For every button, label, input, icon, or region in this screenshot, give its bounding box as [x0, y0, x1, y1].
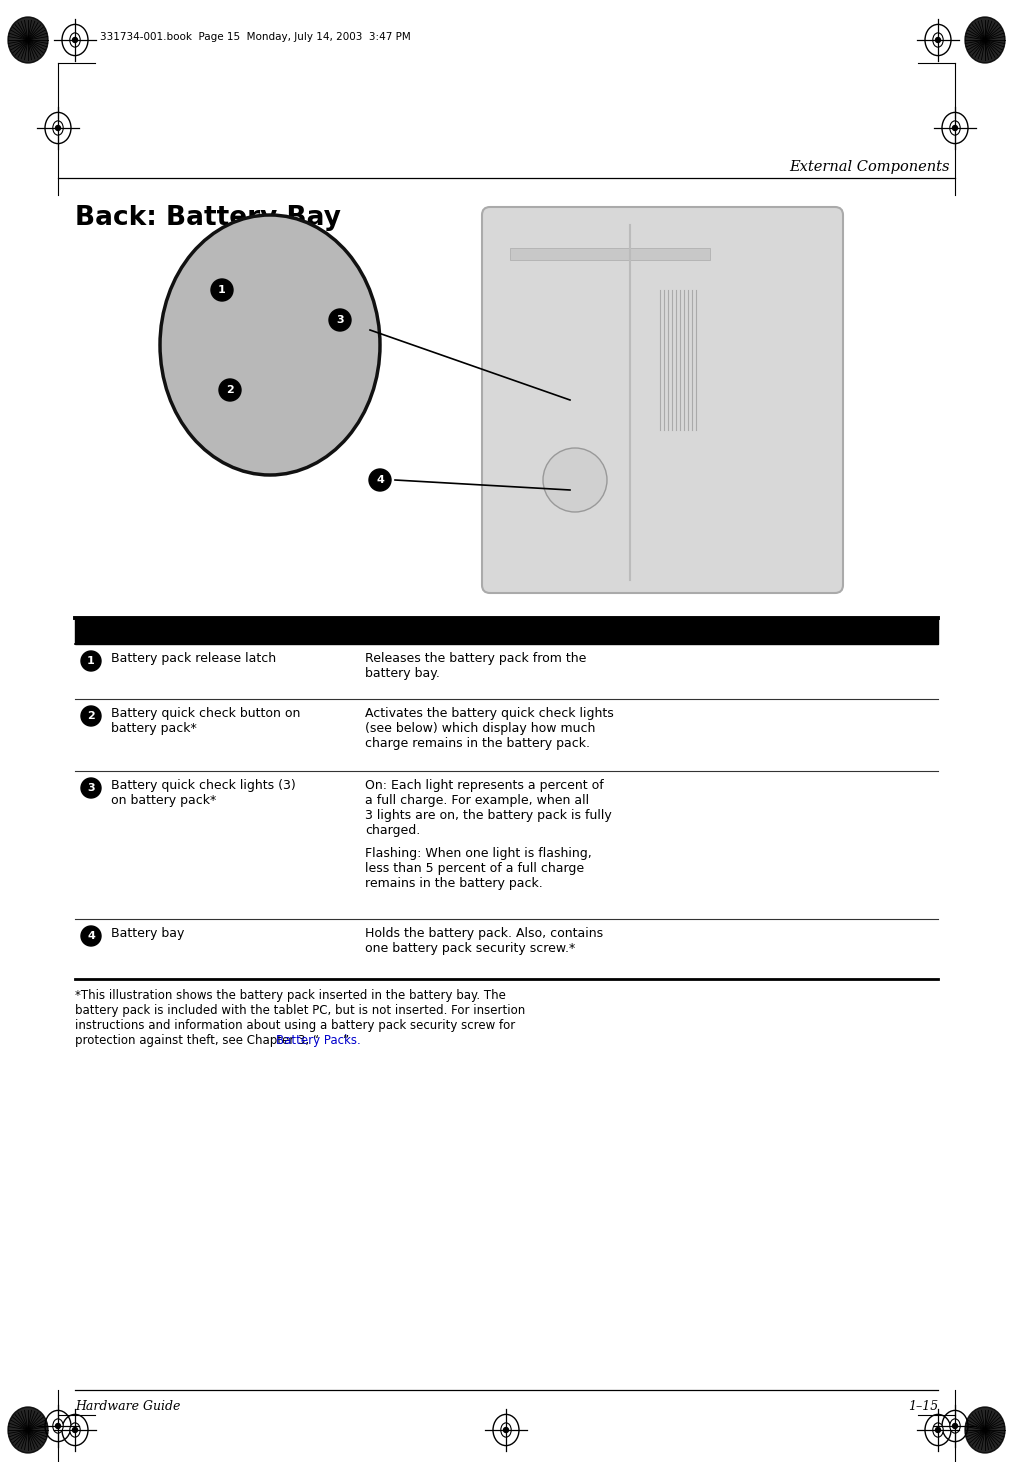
Text: battery pack*: battery pack* [111, 722, 197, 735]
Text: on battery pack*: on battery pack* [111, 794, 216, 807]
Circle shape [81, 706, 101, 727]
Text: battery pack is included with the tablet PC, but is not inserted. For insertion: battery pack is included with the tablet… [75, 1004, 526, 1018]
Circle shape [952, 126, 957, 130]
Text: charge remains in the battery pack.: charge remains in the battery pack. [365, 737, 590, 750]
FancyBboxPatch shape [482, 208, 843, 594]
Circle shape [73, 1427, 78, 1433]
Text: Battery bay: Battery bay [111, 927, 184, 940]
Circle shape [81, 651, 101, 671]
Circle shape [935, 38, 940, 42]
Circle shape [56, 126, 61, 130]
Text: *This illustration shows the battery pack inserted in the battery bay. The: *This illustration shows the battery pac… [75, 988, 505, 1001]
Bar [510, 249, 710, 260]
Text: Releases the battery pack from the: Releases the battery pack from the [365, 652, 587, 665]
Circle shape [81, 925, 101, 946]
Text: Hardware Guide: Hardware Guide [75, 1401, 180, 1412]
Text: Battery pack release latch: Battery pack release latch [111, 652, 277, 665]
Text: On: Each light represents a percent of: On: Each light represents a percent of [365, 779, 604, 792]
Ellipse shape [8, 1406, 48, 1453]
Text: 1: 1 [218, 285, 226, 295]
Text: Battery quick check button on: Battery quick check button on [111, 708, 301, 719]
Ellipse shape [160, 215, 380, 475]
Text: Battery quick check lights (3): Battery quick check lights (3) [111, 779, 296, 792]
Ellipse shape [70, 1423, 80, 1437]
Text: 2: 2 [87, 711, 95, 721]
Text: 1: 1 [87, 656, 95, 667]
Circle shape [56, 1424, 61, 1428]
Text: Battery Packs.: Battery Packs. [276, 1034, 361, 1047]
Text: 3: 3 [87, 784, 95, 792]
Circle shape [935, 1427, 940, 1433]
Text: Component: Component [81, 621, 170, 636]
Text: (see below) which display how much: (see below) which display how much [365, 722, 596, 735]
Text: charged.: charged. [365, 825, 420, 838]
Text: 4: 4 [87, 931, 95, 942]
Circle shape [73, 38, 78, 42]
Text: battery bay.: battery bay. [365, 667, 440, 680]
Text: External Components: External Components [789, 159, 950, 174]
Ellipse shape [933, 1423, 943, 1437]
Text: Holds the battery pack. Also, contains: Holds the battery pack. Also, contains [365, 927, 603, 940]
Circle shape [369, 469, 391, 491]
Text: a full charge. For example, when all: a full charge. For example, when all [365, 794, 590, 807]
Ellipse shape [53, 121, 63, 135]
Text: 1–15: 1–15 [908, 1401, 938, 1412]
Text: 3 lights are on, the battery pack is fully: 3 lights are on, the battery pack is ful… [365, 808, 612, 822]
Circle shape [543, 447, 607, 512]
Ellipse shape [950, 121, 960, 135]
Ellipse shape [500, 1423, 512, 1437]
Text: Back: Battery Bay: Back: Battery Bay [75, 205, 341, 231]
Circle shape [81, 778, 101, 798]
Circle shape [952, 1424, 957, 1428]
Text: 4: 4 [376, 475, 384, 485]
Circle shape [211, 279, 233, 301]
Text: 331734-001.book  Page 15  Monday, July 14, 2003  3:47 PM: 331734-001.book Page 15 Monday, July 14,… [100, 32, 410, 42]
Bar [75, 618, 938, 643]
Ellipse shape [950, 1418, 960, 1433]
Ellipse shape [933, 32, 943, 47]
Text: instructions and information about using a battery pack security screw for: instructions and information about using… [75, 1019, 516, 1032]
Circle shape [503, 1427, 509, 1433]
Text: less than 5 percent of a full charge: less than 5 percent of a full charge [365, 863, 585, 874]
Circle shape [329, 308, 350, 330]
Circle shape [219, 379, 241, 401]
Text: Activates the battery quick check lights: Activates the battery quick check lights [365, 708, 614, 719]
Text: 3: 3 [336, 314, 343, 325]
Ellipse shape [965, 18, 1005, 63]
Text: Description: Description [365, 621, 455, 636]
Ellipse shape [965, 1406, 1005, 1453]
Text: protection against theft, see Chapter 3, “: protection against theft, see Chapter 3,… [75, 1034, 319, 1047]
Ellipse shape [8, 18, 48, 63]
Ellipse shape [70, 32, 80, 47]
Text: ”: ” [342, 1034, 348, 1047]
Text: 2: 2 [226, 385, 234, 395]
Text: Flashing: When one light is flashing,: Flashing: When one light is flashing, [365, 846, 592, 860]
Ellipse shape [53, 1418, 63, 1433]
Text: remains in the battery pack.: remains in the battery pack. [365, 877, 543, 890]
Text: one battery pack security screw.*: one battery pack security screw.* [365, 942, 575, 955]
